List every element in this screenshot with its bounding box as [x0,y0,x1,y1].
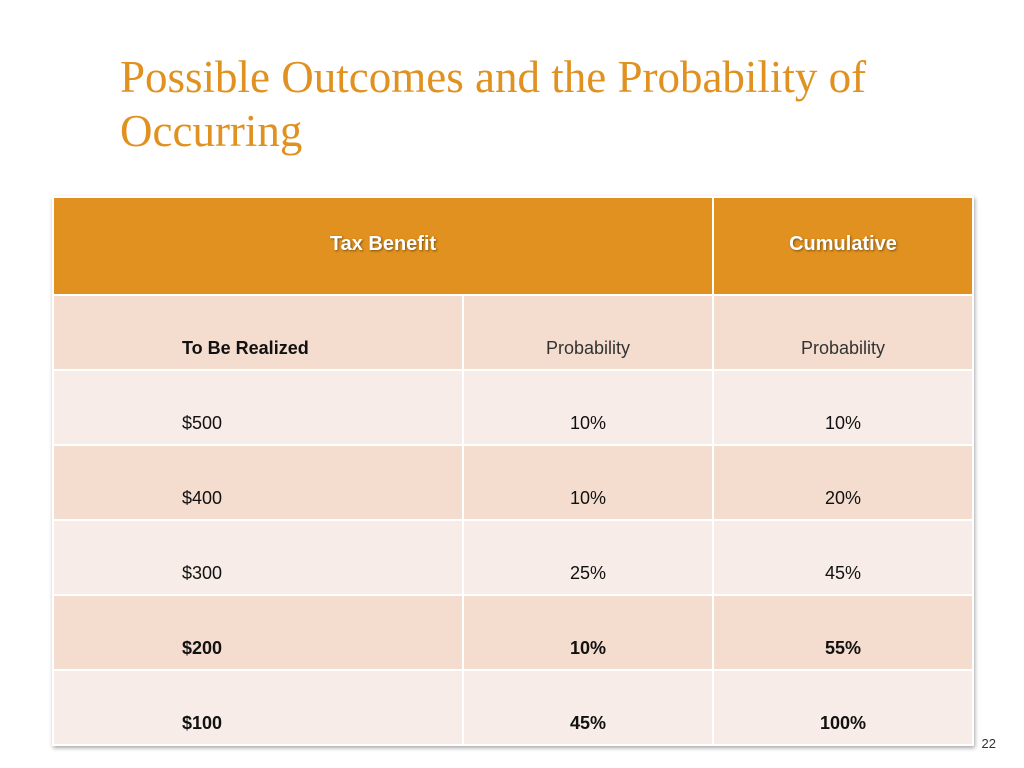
subheader-probability: Probability [461,294,715,371]
subheader-to-be-realized: To Be Realized [52,294,464,371]
cell-probability: 25% [461,519,715,596]
cell-probability: 10% [461,369,715,446]
cell-probability: 45% [461,669,715,746]
table-row: $300 25% 45% [52,519,975,596]
cell-amount: $300 [52,519,464,596]
table-row: $500 10% 10% [52,369,975,446]
cell-amount: $200 [52,594,464,671]
subheader-cumulative-probability: Probability [712,294,975,371]
header-tax-benefit: Tax Benefit [51,196,715,296]
page-number: 22 [981,736,996,751]
cell-cumulative: 10% [712,369,975,446]
cell-amount: $500 [52,369,464,446]
probability-table: Tax Benefit Cumulative To Be Realized Pr… [51,196,975,746]
cell-probability: 10% [461,594,715,671]
cell-cumulative: 100% [712,669,975,746]
header-cumulative: Cumulative [712,196,975,296]
table-row: $100 45% 100% [52,669,975,746]
cell-amount: $400 [52,444,464,521]
table-header-row: Tax Benefit Cumulative [51,196,975,296]
table-row: $400 10% 20% [52,444,975,521]
table-row: $200 10% 55% [52,594,975,671]
cell-probability: 10% [461,444,715,521]
cell-cumulative: 55% [712,594,975,671]
cell-cumulative: 45% [712,519,975,596]
slide-title: Possible Outcomes and the Probability of… [120,52,867,156]
table-subheader-row: To Be Realized Probability Probability [52,294,975,371]
cell-cumulative: 20% [712,444,975,521]
cell-amount: $100 [52,669,464,746]
